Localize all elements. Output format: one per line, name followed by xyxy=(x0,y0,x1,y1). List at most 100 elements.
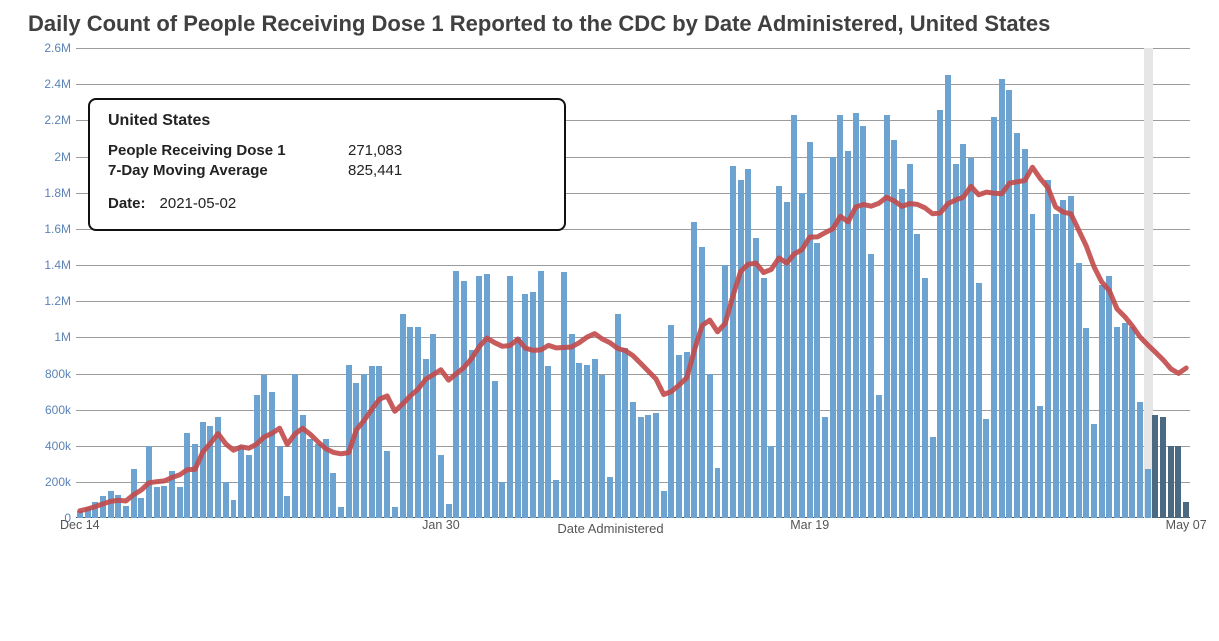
bar[interactable] xyxy=(461,281,467,518)
bar[interactable] xyxy=(622,348,628,518)
bar[interactable] xyxy=(492,381,498,518)
bar[interactable] xyxy=(254,395,260,518)
bar[interactable] xyxy=(1099,285,1105,518)
bar[interactable] xyxy=(1152,415,1158,518)
bar[interactable] xyxy=(661,491,667,518)
bar[interactable] xyxy=(983,419,989,518)
bar[interactable] xyxy=(392,507,398,518)
bar[interactable] xyxy=(115,495,121,519)
bar[interactable] xyxy=(499,482,505,518)
bar[interactable] xyxy=(438,455,444,518)
bar[interactable] xyxy=(953,164,959,518)
bar[interactable] xyxy=(1129,327,1135,519)
bar[interactable] xyxy=(131,469,137,518)
bar[interactable] xyxy=(1083,328,1089,518)
bar[interactable] xyxy=(330,473,336,518)
bar[interactable] xyxy=(830,157,836,519)
bar[interactable] xyxy=(346,365,352,519)
bar[interactable] xyxy=(430,334,436,518)
bar[interactable] xyxy=(761,278,767,518)
bar[interactable] xyxy=(768,446,774,518)
bar[interactable] xyxy=(92,502,98,518)
bar[interactable] xyxy=(522,294,528,518)
bar[interactable] xyxy=(1175,446,1181,518)
bar[interactable] xyxy=(407,327,413,519)
bar[interactable] xyxy=(592,359,598,518)
bar[interactable] xyxy=(338,507,344,518)
bar[interactable] xyxy=(576,363,582,518)
bar[interactable] xyxy=(899,189,905,518)
bar[interactable] xyxy=(853,113,859,518)
bar[interactable] xyxy=(645,415,651,518)
bar[interactable] xyxy=(914,234,920,518)
bar[interactable] xyxy=(837,115,843,518)
bar[interactable] xyxy=(108,491,114,518)
bar[interactable] xyxy=(138,498,144,518)
bar[interactable] xyxy=(884,115,890,518)
bar[interactable] xyxy=(891,140,897,518)
bar[interactable] xyxy=(277,446,283,518)
bar[interactable] xyxy=(569,334,575,518)
bar[interactable] xyxy=(307,439,313,519)
bar[interactable] xyxy=(269,392,275,519)
bar[interactable] xyxy=(1168,446,1174,518)
bar[interactable] xyxy=(315,444,321,518)
bar[interactable] xyxy=(1076,263,1082,518)
bar[interactable] xyxy=(791,115,797,518)
bar[interactable] xyxy=(400,314,406,518)
bar[interactable] xyxy=(876,395,882,518)
bar[interactable] xyxy=(1137,402,1143,518)
bar[interactable] xyxy=(423,359,429,518)
bar[interactable] xyxy=(907,164,913,518)
bar[interactable] xyxy=(284,496,290,518)
bar[interactable] xyxy=(1122,323,1128,518)
bar[interactable] xyxy=(1006,90,1012,518)
bar[interactable] xyxy=(1030,214,1036,518)
bar[interactable] xyxy=(676,355,682,518)
bar[interactable] xyxy=(722,265,728,518)
bar[interactable] xyxy=(991,117,997,518)
bar[interactable] xyxy=(922,278,928,518)
bar[interactable] xyxy=(361,374,367,519)
bar[interactable] xyxy=(1183,502,1189,518)
bar[interactable] xyxy=(1022,149,1028,518)
bar[interactable] xyxy=(1106,276,1112,518)
bar[interactable] xyxy=(930,437,936,518)
bar[interactable] xyxy=(231,500,237,518)
bar[interactable] xyxy=(822,417,828,518)
bar[interactable] xyxy=(292,374,298,519)
bar[interactable] xyxy=(807,142,813,518)
bar[interactable] xyxy=(699,247,705,518)
bar[interactable] xyxy=(684,352,690,518)
bar[interactable] xyxy=(246,455,252,518)
bar[interactable] xyxy=(730,166,736,519)
bar[interactable] xyxy=(123,506,129,519)
bar[interactable] xyxy=(545,366,551,518)
bar[interactable] xyxy=(1014,133,1020,518)
bar[interactable] xyxy=(776,186,782,519)
bar[interactable] xyxy=(515,337,521,518)
bar[interactable] xyxy=(415,327,421,519)
bar[interactable] xyxy=(446,504,452,518)
bar[interactable] xyxy=(860,126,866,518)
bar[interactable] xyxy=(999,79,1005,518)
bar[interactable] xyxy=(215,417,221,518)
bar[interactable] xyxy=(561,272,567,518)
bar[interactable] xyxy=(845,151,851,518)
bar[interactable] xyxy=(799,193,805,518)
bar[interactable] xyxy=(192,444,198,518)
bar[interactable] xyxy=(161,486,167,519)
bar[interactable] xyxy=(707,374,713,519)
bar[interactable] xyxy=(1068,196,1074,518)
bar[interactable] xyxy=(1037,406,1043,518)
bar[interactable] xyxy=(154,487,160,518)
bar[interactable] xyxy=(553,480,559,518)
bar[interactable] xyxy=(868,254,874,518)
bar[interactable] xyxy=(653,413,659,518)
bar[interactable] xyxy=(814,243,820,518)
bar[interactable] xyxy=(223,482,229,518)
bar[interactable] xyxy=(1160,417,1166,518)
bar[interactable] xyxy=(1060,200,1066,518)
bar[interactable] xyxy=(638,417,644,518)
bar[interactable] xyxy=(745,169,751,518)
